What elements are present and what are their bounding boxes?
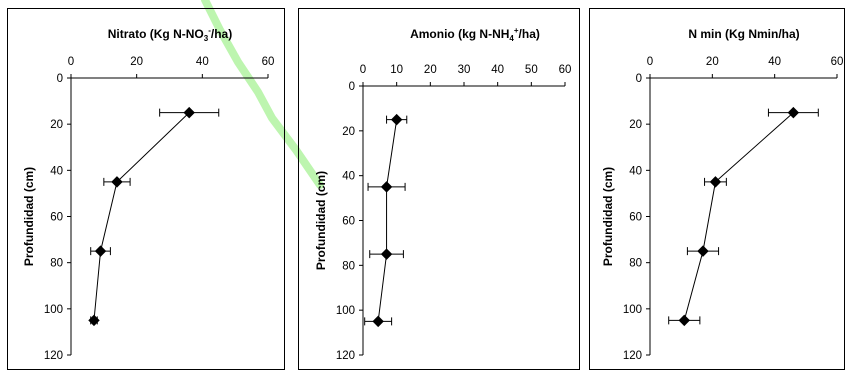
nmin-y-tick-label: 80: [629, 258, 642, 270]
nitrate-x-tick-label: 0: [68, 56, 74, 68]
nitrate-data-point: [88, 314, 100, 327]
nitrate-chart-title: Nitrato (Kg N-NO3-/ha): [108, 26, 232, 43]
ammonium-data-point: [372, 315, 384, 328]
ammonium-y-tick-label: 80: [342, 260, 355, 272]
nmin-y-axis-label: Profundidad (cm): [601, 167, 615, 266]
ammonium-x-tick-label: 0: [360, 64, 366, 76]
nmin-y-tick-label: 40: [629, 165, 642, 177]
nmin-y-tick-label: 0: [636, 73, 642, 85]
nmin-x-tick-label: 60: [831, 56, 844, 68]
ammonium-x-tick-label: 50: [525, 64, 538, 76]
ammonium-x-tick-label: 20: [424, 64, 437, 76]
nitrate-y-tick-label: 40: [50, 165, 63, 177]
ammonium-chart-svg: Amonio (kg N-NH4+/ha) 0 10 20 30 40 50 60 0 20 40 6…: [314, 26, 572, 362]
nmin-chart-panel: N min (Kg Nmin/ha) 0 20 40 60 0 20 40 60 80 100 120…: [589, 8, 845, 370]
nitrate-x-tick-label: 20: [130, 56, 143, 68]
nitrate-y-tick-label: 0: [57, 73, 63, 85]
nmin-data-point: [709, 176, 722, 188]
nmin-y-tick-label: 60: [629, 212, 642, 224]
nmin-chart-svg: N min (Kg Nmin/ha) 0 20 40 60 0 20 40 60 80 100 120…: [601, 27, 844, 362]
nitrate-data-point: [111, 176, 123, 188]
nitrate-data-point: [94, 245, 107, 257]
ammonium-x-tick-label: 30: [458, 64, 471, 76]
nitrate-chart-svg: Nitrato (Kg N-NO3-/ha) 0 20 40 60 0 20 40 60 80 10…: [22, 26, 275, 362]
nitrate-y-tick-label: 120: [44, 350, 63, 362]
nitrate-x-tick-label: 60: [262, 56, 275, 68]
nitrate-chart-panel: Nitrato (Kg N-NO3-/ha) 0 20 40 60 0 20 40 60 80 10…: [7, 8, 285, 370]
nitrate-series-line: [93, 112, 190, 321]
ammonium-data-point: [390, 113, 403, 126]
ammonium-y-tick-label: 120: [336, 350, 355, 362]
nmin-series-line: [683, 112, 794, 321]
ammonium-chart-title: Amonio (kg N-NH4+/ha): [410, 26, 540, 43]
nitrate-x-tick-label: 40: [196, 56, 209, 68]
nmin-y-tick-label: 20: [629, 119, 642, 131]
ammonium-x-tick-label: 60: [559, 64, 572, 76]
ammonium-y-tick-label: 40: [342, 171, 355, 183]
nmin-y-tick-label: 100: [623, 304, 642, 316]
ammonium-y-axis-label: Profundidad (cm): [314, 171, 328, 270]
nmin-data-point: [697, 245, 709, 257]
nitrate-y-axis-label: Profundidad (cm): [22, 167, 36, 266]
ammonium-x-tick-label: 40: [491, 64, 504, 76]
ammonium-y-tick-label: 20: [342, 126, 355, 138]
ammonium-y-tick-label: 100: [336, 305, 355, 317]
ammonium-y-tick-label: 60: [342, 216, 355, 228]
nmin-data-point: [787, 106, 800, 119]
nmin-chart-title: N min (Kg Nmin/ha): [688, 27, 799, 41]
nitrate-data-point: [183, 106, 195, 119]
nitrate-y-tick-label: 20: [50, 119, 63, 131]
ammonium-chart-panel: Amonio (kg N-NH4+/ha) 0 10 20 30 40 50 60 0 20 40 6…: [298, 8, 580, 370]
nmin-data-point: [678, 314, 690, 327]
ammonium-y-tick-label: 0: [349, 81, 355, 93]
ammonium-x-tick-label: 10: [390, 64, 403, 76]
nitrate-y-tick-label: 100: [44, 304, 63, 316]
ammonium-data-point: [380, 181, 393, 193]
ammonium-data-point: [380, 248, 393, 260]
nmin-x-tick-label: 0: [647, 56, 653, 68]
nmin-x-tick-label: 20: [706, 56, 719, 68]
ammonium-series-line: [377, 119, 398, 322]
nitrate-y-tick-label: 60: [50, 212, 63, 224]
nitrate-y-tick-label: 80: [50, 258, 63, 270]
nmin-x-tick-label: 40: [768, 56, 781, 68]
nmin-y-tick-label: 120: [623, 350, 642, 362]
